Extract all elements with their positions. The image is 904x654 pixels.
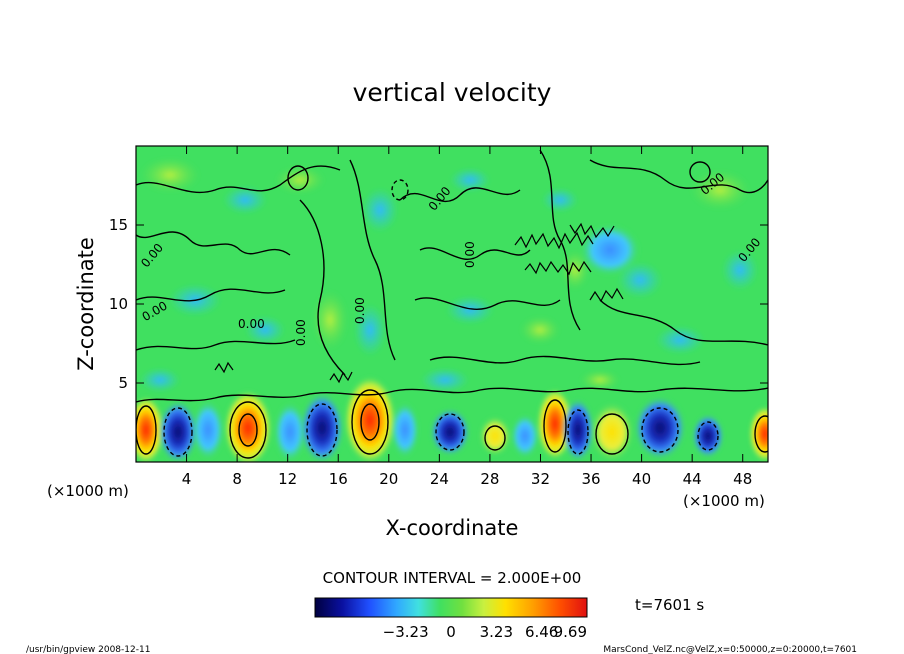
- x-tick-label: 44: [683, 470, 702, 488]
- colorbar-tick-label: 9.69: [554, 623, 587, 641]
- colorbar: [314, 597, 588, 618]
- x-tick-label: 32: [531, 470, 550, 488]
- x-tick-label: 20: [379, 470, 398, 488]
- footer-left: /usr/bin/gpview 2008-12-11: [26, 645, 150, 654]
- y-tick-label: 5: [118, 374, 128, 392]
- colorbar-tick-label: −3.23: [383, 623, 429, 641]
- x-tick-label: 4: [182, 470, 192, 488]
- y-axis-label: Z-coordinate: [74, 237, 98, 371]
- x-tick-label: 24: [430, 470, 449, 488]
- contour-label: 0.00: [238, 317, 265, 331]
- footer-right: MarsCond_VelZ.nc@VelZ,x=0:50000,z=0:2000…: [603, 645, 857, 654]
- x-tick-label: 8: [232, 470, 242, 488]
- y-axis: 5 10 15: [109, 216, 768, 392]
- x-axis-label: X-coordinate: [386, 516, 519, 540]
- y-tick-label: 10: [109, 295, 128, 313]
- surface-cells: [136, 376, 768, 462]
- contour-label: 0.00: [463, 241, 477, 268]
- colorbar-tick-label: 0: [446, 623, 456, 641]
- x-tick-label: 16: [329, 470, 348, 488]
- field-texture: [140, 157, 758, 392]
- negative-contours: [163, 179, 719, 457]
- x-tick-label: 36: [581, 470, 600, 488]
- contour-interval: CONTOUR INTERVAL = 2.000E+00: [323, 569, 582, 587]
- y-tick-label: 15: [109, 216, 128, 234]
- contour-label: 0.00: [353, 297, 367, 324]
- contour-lines: [136, 149, 768, 459]
- colorbar-ticks: −3.23 0 3.23 6.469.69: [383, 623, 587, 641]
- x-axis: 4 8 12 16 20 24 28 32 36 40 44 48: [182, 146, 752, 488]
- turbulent-region: [214, 222, 624, 384]
- x-unit-right: (×1000 m): [683, 492, 765, 510]
- x-tick-label: 28: [480, 470, 499, 488]
- colorbar-tick-label: 6.46: [525, 623, 558, 641]
- contour-label: 0.00: [294, 319, 308, 346]
- x-unit-left: (×1000 m): [47, 482, 129, 500]
- time-label: t=7601 s: [635, 596, 704, 614]
- plot-area: 0.00 0.00 0.00 0.00 0.00 0.00 0.00 0.00 …: [136, 146, 768, 462]
- x-tick-label: 40: [632, 470, 651, 488]
- colorbar-tick-label: 3.23: [480, 623, 513, 641]
- chart-title: vertical velocity: [353, 78, 552, 107]
- x-tick-label: 12: [278, 470, 297, 488]
- x-tick-label: 48: [733, 470, 752, 488]
